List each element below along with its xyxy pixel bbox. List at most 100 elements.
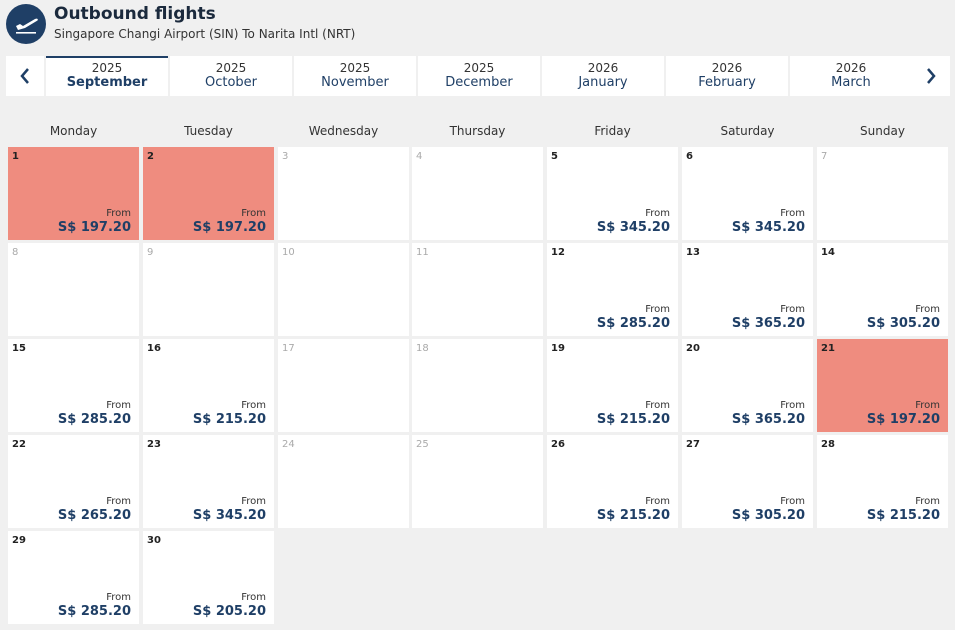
calendar-day-cell: 10 bbox=[278, 243, 409, 336]
chevron-right-icon bbox=[927, 68, 936, 84]
calendar-day-cell[interactable]: 22 From S$ 265.20 bbox=[8, 435, 139, 528]
day-number: 10 bbox=[282, 247, 295, 258]
month-tab-december[interactable]: 2025 December bbox=[418, 56, 540, 96]
day-number: 22 bbox=[12, 439, 26, 450]
month-tab-name: December bbox=[445, 75, 513, 90]
from-label: From bbox=[241, 400, 266, 411]
calendar-day-cell[interactable]: 30 From S$ 205.20 bbox=[143, 531, 274, 624]
calendar-day-cell: 4 bbox=[412, 147, 543, 240]
from-label: From bbox=[915, 496, 940, 507]
month-tab-march[interactable]: 2026 March bbox=[790, 56, 912, 96]
calendar-day-cell[interactable]: 26 From S$ 215.20 bbox=[547, 435, 678, 528]
fare-price: S$ 215.20 bbox=[866, 508, 940, 523]
fare-price: S$ 215.20 bbox=[596, 508, 670, 523]
next-month-button[interactable] bbox=[912, 56, 950, 96]
fare-price: S$ 285.20 bbox=[57, 412, 131, 427]
page-header: Outbound flights Singapore Changi Airpor… bbox=[0, 0, 955, 50]
month-tab-year: 2026 bbox=[835, 61, 867, 75]
fare-price: S$ 197.20 bbox=[192, 220, 266, 235]
month-tab-february[interactable]: 2026 February bbox=[666, 56, 788, 96]
month-tab-january[interactable]: 2026 January bbox=[542, 56, 664, 96]
calendar-day-cell: 9 bbox=[143, 243, 274, 336]
day-number: 20 bbox=[686, 343, 700, 354]
day-number: 16 bbox=[147, 343, 161, 354]
month-tab-name: November bbox=[321, 75, 389, 90]
day-number: 27 bbox=[686, 439, 700, 450]
weekday-label: Sunday bbox=[860, 124, 905, 138]
calendar-day-cell: 11 bbox=[412, 243, 543, 336]
calendar-day-cell[interactable]: 21 From S$ 197.20 bbox=[817, 339, 948, 432]
fare-price: S$ 345.20 bbox=[596, 220, 670, 235]
month-tab-year: 2025 bbox=[339, 61, 371, 75]
weekday-header: Monday Tuesday Wednesday Thursday Friday… bbox=[6, 124, 950, 142]
day-number: 26 bbox=[551, 439, 565, 450]
calendar-day-cell[interactable]: 19 From S$ 215.20 bbox=[547, 339, 678, 432]
day-number: 23 bbox=[147, 439, 161, 450]
calendar-day-cell[interactable]: 16 From S$ 215.20 bbox=[143, 339, 274, 432]
day-number: 7 bbox=[821, 151, 828, 162]
calendar-day-cell[interactable]: 20 From S$ 365.20 bbox=[682, 339, 813, 432]
calendar-day-cell: 8 bbox=[8, 243, 139, 336]
weekday-label: Thursday bbox=[449, 124, 506, 138]
from-label: From bbox=[645, 400, 670, 411]
calendar-day-cell[interactable]: 12 From S$ 285.20 bbox=[547, 243, 678, 336]
chevron-left-icon bbox=[20, 68, 29, 84]
calendar-day-cell[interactable]: 13 From S$ 365.20 bbox=[682, 243, 813, 336]
calendar-day-cell: 17 bbox=[278, 339, 409, 432]
weekday-label: Saturday bbox=[720, 124, 775, 138]
route-subtitle: Singapore Changi Airport (SIN) To Narita… bbox=[54, 27, 356, 41]
page-title: Outbound flights bbox=[54, 4, 216, 24]
fare-price: S$ 215.20 bbox=[192, 412, 266, 427]
calendar-day-cell[interactable]: 1 From S$ 197.20 bbox=[8, 147, 139, 240]
calendar-day-cell[interactable]: 5 From S$ 345.20 bbox=[547, 147, 678, 240]
day-number: 9 bbox=[147, 247, 154, 258]
calendar-day-cell: 25 bbox=[412, 435, 543, 528]
from-label: From bbox=[915, 400, 940, 411]
calendar-day-cell[interactable]: 23 From S$ 345.20 bbox=[143, 435, 274, 528]
from-label: From bbox=[241, 592, 266, 603]
day-number: 4 bbox=[416, 151, 423, 162]
day-number: 3 bbox=[282, 151, 289, 162]
month-tab-name: January bbox=[578, 75, 628, 90]
from-label: From bbox=[645, 496, 670, 507]
month-selector: 2025 September 2025 October 2025 Novembe… bbox=[6, 56, 950, 96]
day-number: 24 bbox=[282, 439, 295, 450]
calendar-day-cell[interactable]: 27 From S$ 305.20 bbox=[682, 435, 813, 528]
day-number: 8 bbox=[12, 247, 19, 258]
day-number: 12 bbox=[551, 247, 565, 258]
weekday-label: Tuesday bbox=[184, 124, 233, 138]
from-label: From bbox=[241, 208, 266, 219]
month-tab-name: March bbox=[831, 75, 871, 90]
month-tab-november[interactable]: 2025 November bbox=[294, 56, 416, 96]
month-tab-october[interactable]: 2025 October bbox=[170, 56, 292, 96]
month-tab-september[interactable]: 2025 September bbox=[46, 56, 168, 96]
from-label: From bbox=[780, 496, 805, 507]
previous-month-button[interactable] bbox=[6, 56, 44, 96]
day-number: 19 bbox=[551, 343, 565, 354]
calendar-day-cell[interactable]: 28 From S$ 215.20 bbox=[817, 435, 948, 528]
month-tab-name: February bbox=[698, 75, 756, 90]
from-label: From bbox=[780, 400, 805, 411]
calendar-day-cell[interactable]: 15 From S$ 285.20 bbox=[8, 339, 139, 432]
calendar-day-cell[interactable]: 29 From S$ 285.20 bbox=[8, 531, 139, 624]
fare-price: S$ 197.20 bbox=[866, 412, 940, 427]
from-label: From bbox=[106, 208, 131, 219]
day-number: 1 bbox=[12, 151, 19, 162]
fare-price: S$ 285.20 bbox=[57, 604, 131, 619]
from-label: From bbox=[241, 496, 266, 507]
fare-price: S$ 205.20 bbox=[192, 604, 266, 619]
day-number: 6 bbox=[686, 151, 693, 162]
month-tab-year: 2025 bbox=[463, 61, 495, 75]
day-number: 2 bbox=[147, 151, 154, 162]
calendar-day-cell[interactable]: 6 From S$ 345.20 bbox=[682, 147, 813, 240]
day-number: 14 bbox=[821, 247, 835, 258]
day-number: 28 bbox=[821, 439, 835, 450]
calendar-day-cell[interactable]: 14 From S$ 305.20 bbox=[817, 243, 948, 336]
day-number: 25 bbox=[416, 439, 429, 450]
calendar-day-cell[interactable]: 2 From S$ 197.20 bbox=[143, 147, 274, 240]
from-label: From bbox=[915, 304, 940, 315]
day-number: 29 bbox=[12, 535, 26, 546]
weekday-label: Friday bbox=[594, 124, 631, 138]
calendar-day-cell: 24 bbox=[278, 435, 409, 528]
day-number: 13 bbox=[686, 247, 700, 258]
